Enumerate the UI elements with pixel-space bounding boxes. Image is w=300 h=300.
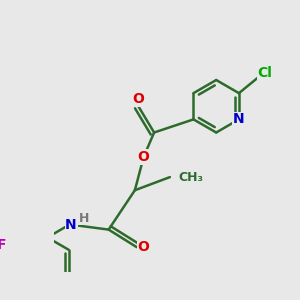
Text: O: O <box>138 240 150 254</box>
Text: Cl: Cl <box>258 66 273 80</box>
Text: O: O <box>132 92 144 106</box>
Text: CH₃: CH₃ <box>178 171 204 184</box>
Text: F: F <box>0 238 6 252</box>
Text: N: N <box>65 218 77 232</box>
Text: N: N <box>233 112 245 126</box>
Text: O: O <box>138 150 150 164</box>
Text: H: H <box>79 212 89 225</box>
